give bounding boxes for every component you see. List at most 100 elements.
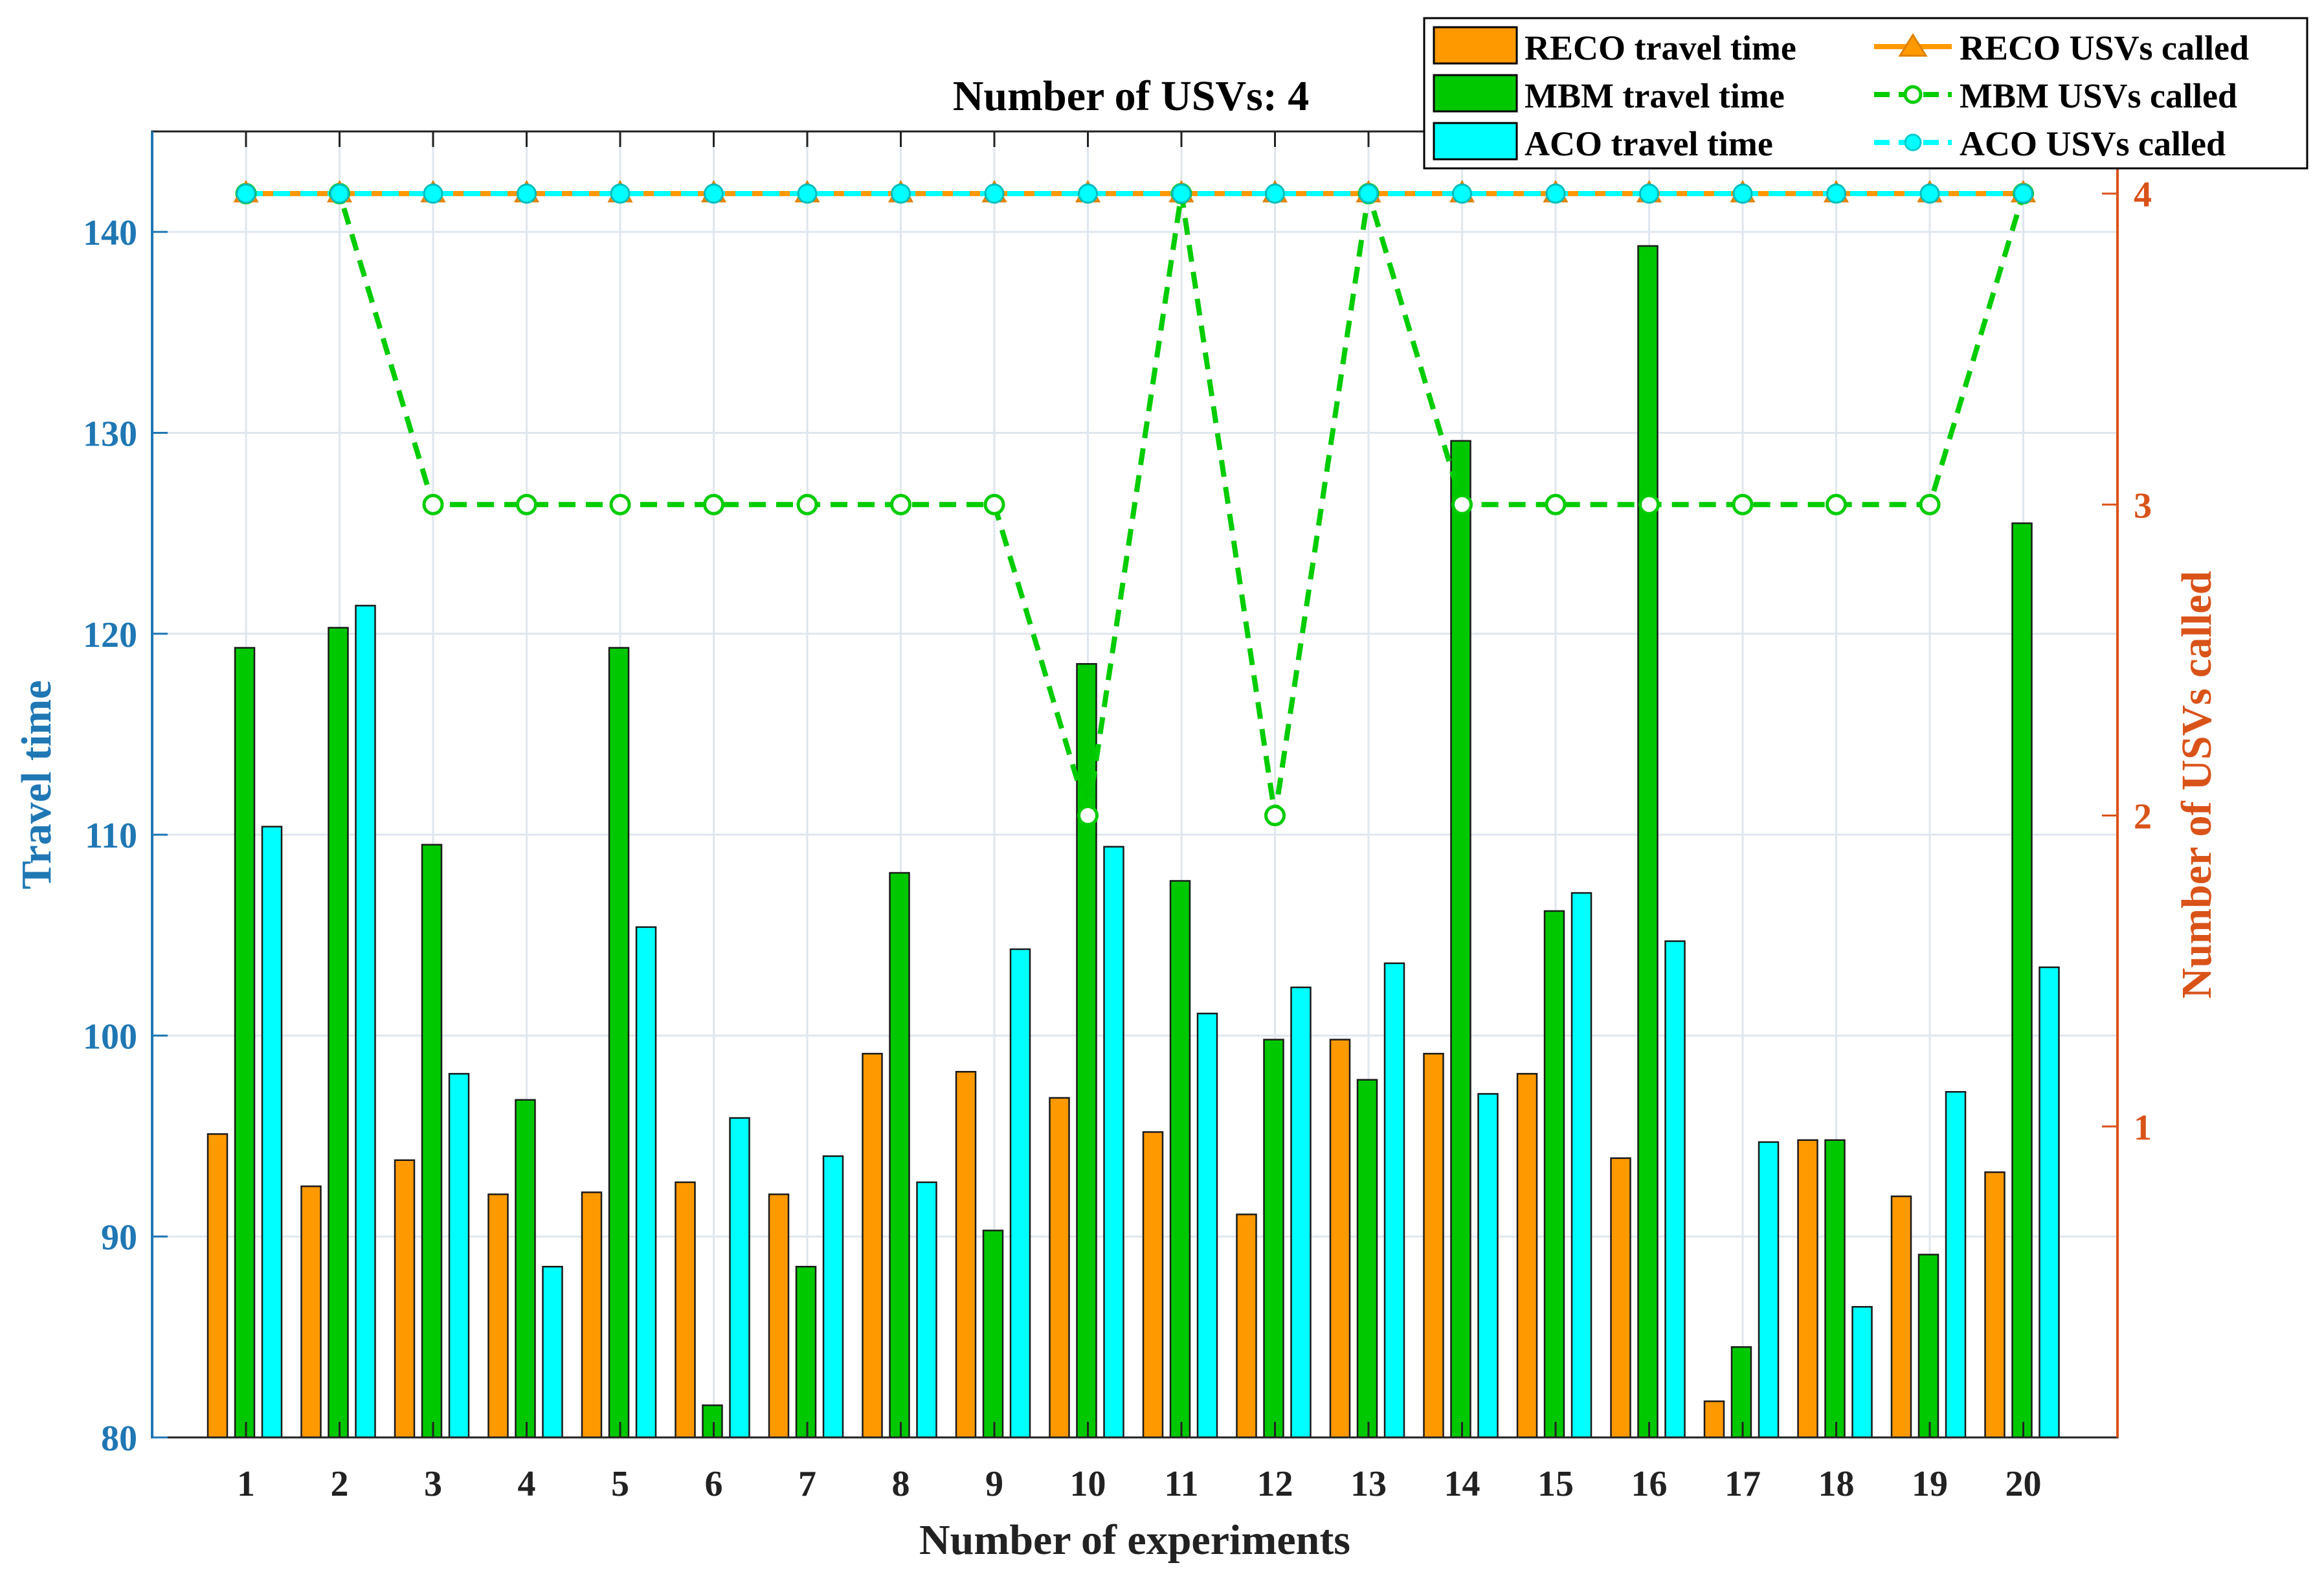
marker-aco-1 <box>236 183 256 204</box>
marker-aco-13 <box>1358 183 1379 204</box>
marker-mbm-17 <box>1732 493 1754 515</box>
bar-aco-9 <box>1009 948 1031 1439</box>
bar-reco-13 <box>1329 1039 1351 1439</box>
bar-aco-14 <box>1477 1093 1499 1439</box>
y-tick-label-110: 110 <box>85 816 137 856</box>
marker-mbm-8 <box>890 493 911 515</box>
bar-mbm-19 <box>1917 1254 1939 1439</box>
marker-mbm-12 <box>1264 805 1286 827</box>
x-tick-label-9: 9 <box>985 1464 1003 1504</box>
bar-reco-20 <box>1984 1171 2006 1439</box>
marker-mbm-4 <box>516 493 537 515</box>
x-tick-label-4: 4 <box>518 1464 536 1504</box>
bar-reco-3 <box>394 1159 416 1439</box>
marker-mbm-14 <box>1451 493 1473 515</box>
y-right-tick-label-2: 2 <box>2134 797 2152 837</box>
bar-aco-5 <box>635 926 657 1439</box>
x-tick-label-1: 1 <box>237 1464 255 1504</box>
bar-aco-20 <box>2039 966 2060 1439</box>
marker-aco-19 <box>1919 183 1940 204</box>
marker-aco-3 <box>423 183 443 204</box>
marker-mbm-5 <box>609 493 631 515</box>
bar-mbm-2 <box>328 627 349 1439</box>
bar-aco-12 <box>1290 986 1312 1439</box>
right-axis-ticks: 1 2 3 4 <box>2102 175 2152 1148</box>
bar-mbm-15 <box>1543 910 1565 1439</box>
marker-mbm-19 <box>1919 493 1941 515</box>
x-tick-label-17: 17 <box>1725 1464 1761 1504</box>
bar-aco-17 <box>1758 1141 1780 1439</box>
bar-aco-13 <box>1383 962 1405 1439</box>
x-tick-label-3: 3 <box>424 1464 442 1504</box>
marker-aco-7 <box>797 183 818 204</box>
marker-aco-12 <box>1265 183 1285 204</box>
bar-aco-10 <box>1103 846 1124 1439</box>
legend-triangle-icon <box>1898 33 1928 57</box>
y-axis-title: Travel time <box>13 680 60 889</box>
x-tick-label-16: 16 <box>1631 1464 1668 1504</box>
bar-reco-18 <box>1797 1139 1818 1439</box>
x-tick-label-20: 20 <box>2006 1464 2042 1504</box>
bar-mbm-14 <box>1450 440 1471 1439</box>
legend-label-aco-line: ACO USVs called <box>1960 124 2226 163</box>
bar-series <box>207 245 2060 1439</box>
legend-label-aco-bar: ACO travel time <box>1525 124 1773 163</box>
bar-mbm-6 <box>702 1404 723 1439</box>
marker-aco-15 <box>1545 183 1566 204</box>
bar-aco-6 <box>729 1117 750 1439</box>
x-tick-label-15: 15 <box>1537 1464 1574 1504</box>
bar-reco-16 <box>1610 1157 1631 1439</box>
x-tick-label-5: 5 <box>611 1464 629 1504</box>
bar-reco-1 <box>207 1133 229 1439</box>
bar-mbm-9 <box>982 1230 1004 1439</box>
y-right-tick-label-4: 4 <box>2134 175 2152 215</box>
legend-open-circle-icon <box>1903 85 1923 104</box>
bar-aco-3 <box>448 1073 470 1439</box>
marker-mbm-18 <box>1826 493 1847 515</box>
marker-aco-14 <box>1452 183 1472 204</box>
marker-mbm-7 <box>796 493 818 515</box>
bar-mbm-20 <box>2011 522 2033 1439</box>
bar-mbm-11 <box>1169 880 1191 1439</box>
marker-aco-20 <box>2013 183 2033 204</box>
marker-aco-8 <box>891 183 911 204</box>
bar-mbm-8 <box>889 872 910 1439</box>
marker-aco-2 <box>330 183 350 204</box>
legend-swatch-mbm-bar <box>1433 74 1518 113</box>
bar-aco-7 <box>822 1155 844 1439</box>
x-tick-label-12: 12 <box>1257 1464 1293 1504</box>
bar-aco-1 <box>261 826 283 1439</box>
x-tick-label-13: 13 <box>1350 1464 1387 1504</box>
marker-aco-16 <box>1639 183 1659 204</box>
legend-swatch-reco-bar <box>1433 26 1518 65</box>
bar-aco-19 <box>1945 1091 1967 1439</box>
bar-aco-8 <box>916 1181 937 1439</box>
bar-reco-7 <box>768 1193 790 1439</box>
legend-label-reco-bar: RECO travel time <box>1525 28 1796 67</box>
x-tick-label-6: 6 <box>705 1464 723 1504</box>
bar-reco-6 <box>675 1181 696 1439</box>
bar-aco-2 <box>355 605 376 1439</box>
bar-reco-2 <box>300 1185 322 1439</box>
y-tick-label-120: 120 <box>83 615 137 655</box>
y-right-tick-label-1: 1 <box>2134 1108 2152 1148</box>
bar-reco-5 <box>581 1191 603 1439</box>
x-tick-label-8: 8 <box>892 1464 910 1504</box>
y-tick-label-130: 130 <box>83 414 137 454</box>
bar-reco-8 <box>862 1053 883 1439</box>
marker-mbm-15 <box>1545 493 1567 515</box>
bar-mbm-13 <box>1356 1079 1378 1439</box>
legend-swatch-aco-bar <box>1433 122 1518 161</box>
marker-aco-18 <box>1826 183 1846 204</box>
y-tick-label-100: 100 <box>83 1017 137 1057</box>
bar-mbm-1 <box>234 647 256 1439</box>
marker-aco-4 <box>517 183 537 204</box>
chart-title: Number of USVs: 4 <box>953 73 1310 120</box>
legend-label-mbm-bar: MBM travel time <box>1525 76 1785 115</box>
marker-mbm-6 <box>703 493 724 515</box>
legend-label-reco-line: RECO USVs called <box>1960 28 2249 67</box>
marker-aco-5 <box>610 183 631 204</box>
bar-reco-4 <box>487 1193 509 1439</box>
bar-aco-4 <box>542 1265 563 1439</box>
